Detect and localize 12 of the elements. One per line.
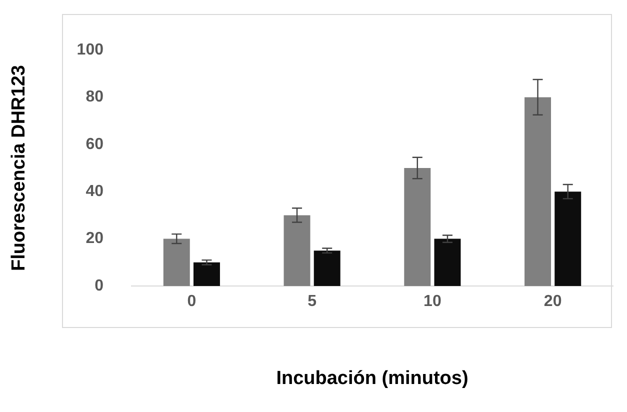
y-tick-label: 40 (86, 183, 104, 200)
y-tick-label: 80 (86, 88, 104, 106)
y-axis-title: Fluorescencia DHR123 (8, 65, 30, 271)
y-tick-label: 60 (86, 136, 104, 153)
y-tick-label: 20 (86, 230, 104, 248)
x-tick-label: 20 (544, 293, 562, 310)
x-axis-title: Incubación (minutos) (276, 368, 468, 389)
x-tick-label: 5 (308, 293, 317, 310)
x-tick-label: 0 (187, 293, 196, 310)
x-tick-label: 10 (424, 293, 442, 310)
y-tick-label: 100 (76, 41, 104, 58)
y-tick-label: 0 (94, 277, 104, 294)
